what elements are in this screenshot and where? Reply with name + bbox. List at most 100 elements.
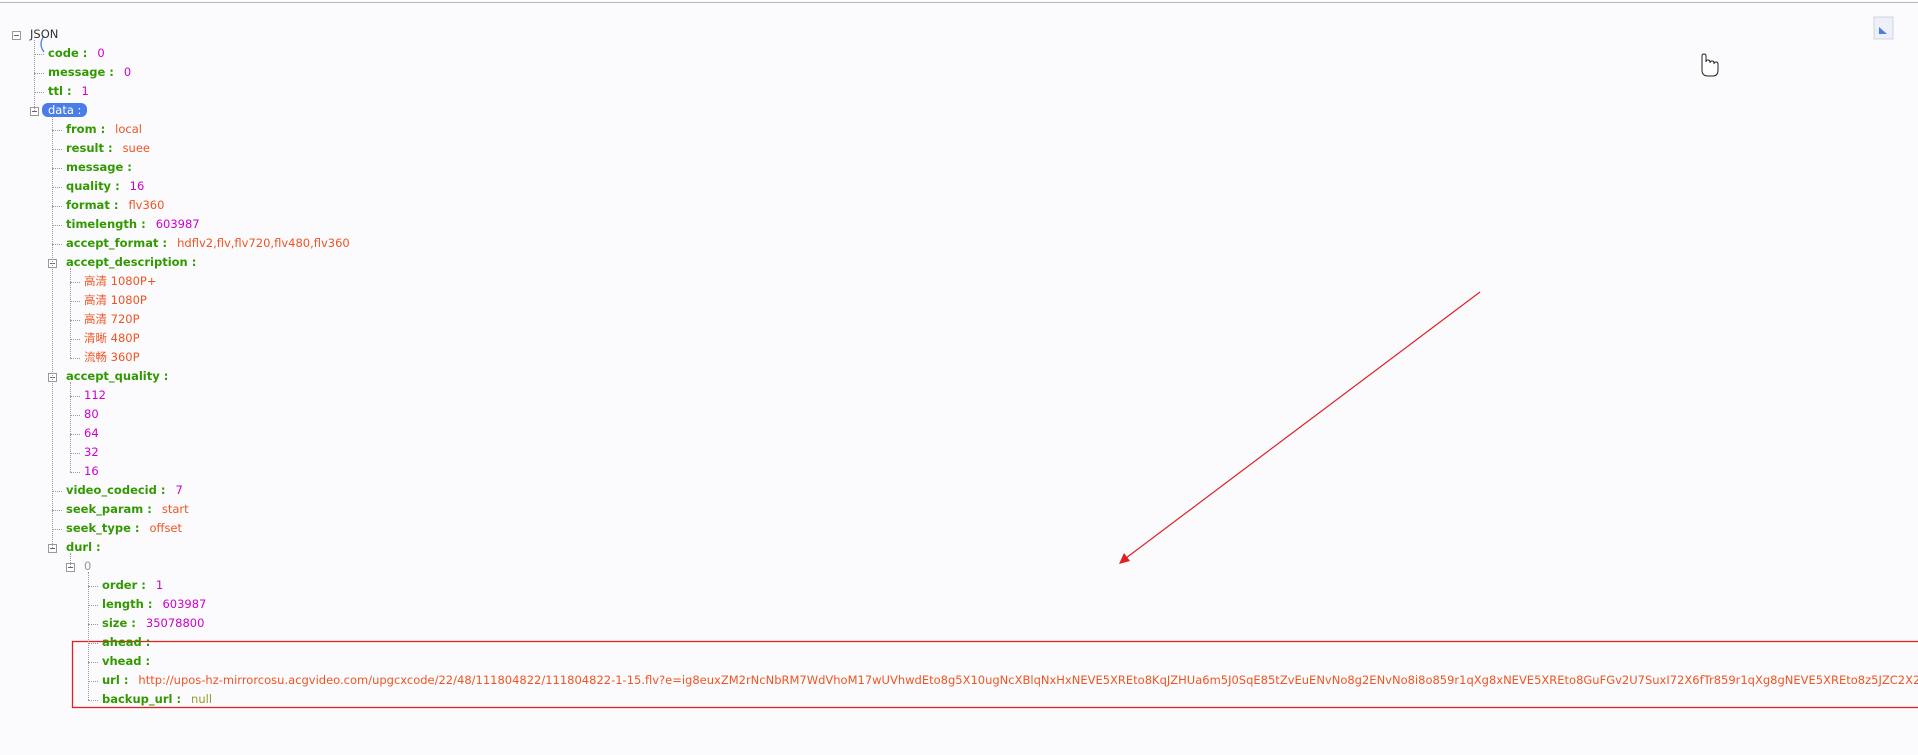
tree-row: 0 — [84, 557, 91, 576]
key: accept_format — [66, 236, 167, 250]
value: 603987 — [155, 217, 200, 231]
highlight-box — [71, 640, 1918, 709]
connector — [88, 624, 98, 625]
value: 1 — [155, 578, 164, 592]
tree-row: size 35078800 — [102, 614, 204, 633]
connector — [34, 92, 44, 93]
tree-row: vhead — [102, 652, 150, 671]
connector — [70, 339, 80, 340]
connector — [52, 529, 62, 530]
tree-row: seek_param start — [66, 500, 189, 519]
value: hdflv2,flv,flv720,flv480,flv360 — [177, 236, 350, 250]
connector — [70, 358, 80, 359]
key: vhead — [102, 654, 150, 668]
tree-row: 64 — [84, 424, 99, 443]
connector — [52, 491, 62, 492]
key: order — [102, 578, 146, 592]
value: 16 — [84, 464, 99, 478]
key: 0 — [84, 559, 92, 573]
key: url — [102, 673, 128, 687]
key: video_codecid — [66, 483, 165, 497]
value: offset — [149, 521, 183, 535]
connector — [52, 510, 62, 511]
key: data — [42, 103, 88, 117]
key: message — [66, 160, 132, 174]
connector — [88, 605, 98, 606]
connector — [70, 301, 80, 302]
value: start — [161, 502, 189, 516]
toggle[interactable] — [12, 31, 21, 40]
tree-row: from local — [66, 120, 142, 139]
corner-button[interactable] — [1873, 16, 1894, 40]
value: 80 — [84, 407, 99, 421]
value: 高清 1080P+ — [84, 274, 157, 288]
guide — [70, 268, 71, 358]
connector — [70, 415, 80, 416]
connector — [70, 434, 80, 435]
key: accept_quality — [66, 369, 168, 383]
key: code — [48, 46, 87, 60]
connector — [88, 681, 98, 682]
value: suee — [122, 141, 150, 155]
key: length — [102, 597, 152, 611]
value: null — [191, 692, 213, 706]
key: from — [66, 122, 105, 136]
key: size — [102, 616, 136, 630]
tree-row: url http://upos-hz-mirrorcosu.acgvideo.co… — [102, 671, 1918, 690]
tree-row: 16 — [84, 462, 99, 481]
value: 603987 — [162, 597, 207, 611]
tree-row: durl — [66, 538, 101, 557]
key: message — [48, 65, 114, 79]
guide — [34, 40, 35, 111]
tree-row: ttl 1 — [48, 82, 89, 101]
value: 64 — [84, 426, 99, 440]
tree-row: result suee — [66, 139, 150, 158]
connector — [52, 149, 62, 150]
connector — [88, 586, 98, 587]
value: 1 — [81, 84, 89, 98]
guide — [70, 553, 71, 567]
tree-row: data — [42, 101, 88, 120]
tree-row: backup_url null — [102, 690, 212, 709]
value: 高清 720P — [84, 312, 140, 326]
value: 32 — [84, 445, 99, 459]
key: ttl — [48, 84, 72, 98]
tree-row: ahead — [102, 633, 150, 652]
connector — [70, 282, 80, 283]
corner-icon — [1879, 27, 1887, 34]
connector — [70, 453, 80, 454]
key: seek_type — [66, 521, 139, 535]
key: ahead — [102, 635, 150, 649]
tree-row: 32 — [84, 443, 99, 462]
connector — [70, 320, 80, 321]
tree-row: 高清 720P — [84, 310, 140, 329]
connector — [88, 643, 98, 644]
tree-row: 流畅 360P — [84, 348, 140, 367]
tree-row: quality 16 — [66, 177, 144, 196]
connector — [70, 396, 80, 397]
connector — [88, 662, 98, 663]
connector — [52, 130, 62, 131]
connector — [52, 168, 62, 169]
top-border — [0, 2, 1918, 3]
value: 0 — [123, 65, 132, 79]
value: 35078800 — [145, 616, 205, 630]
connector — [88, 700, 98, 701]
value: 7 — [175, 483, 183, 497]
connector — [34, 73, 44, 74]
key: durl — [66, 540, 101, 554]
key: format — [66, 198, 118, 212]
guide — [70, 382, 71, 472]
value: local — [115, 122, 142, 136]
value: 112 — [84, 388, 106, 402]
tree-row: 高清 1080P+ — [84, 272, 157, 291]
tree-row: 80 — [84, 405, 99, 424]
tree-row: message — [66, 158, 132, 177]
connector — [34, 54, 44, 55]
key: accept_description — [66, 255, 196, 269]
value: 流畅 360P — [84, 350, 140, 364]
value: 清晰 480P — [84, 331, 140, 345]
tree-row: 清晰 480P — [84, 329, 140, 348]
